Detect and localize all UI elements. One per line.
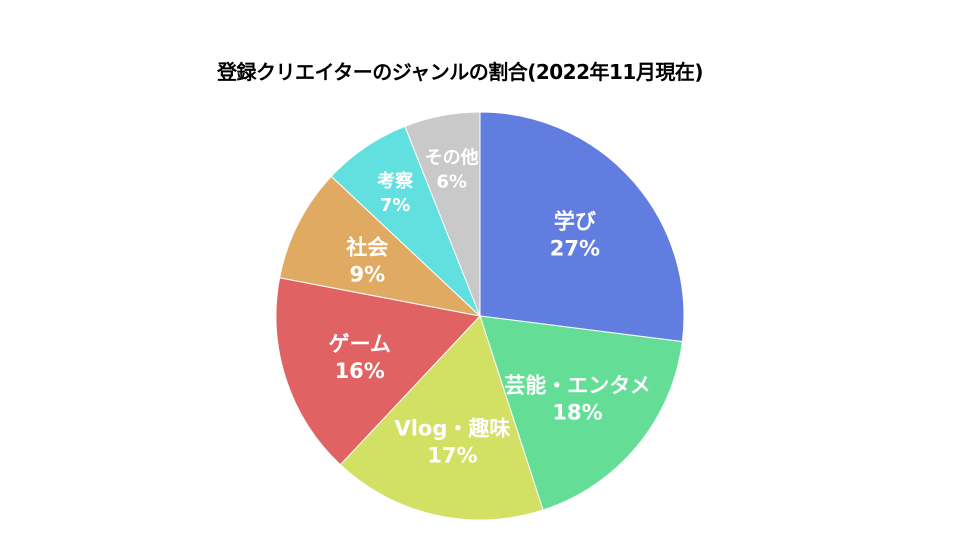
- slice-name-label: Vlog・趣味: [394, 416, 510, 440]
- pie-labels: 学び 27% 芸能・エンタメ 18% Vlog・趣味 17% ゲーム 16% 社会 9% 考察 7% そ…: [329, 147, 651, 468]
- slice-name-label: 芸能・エンタメ: [504, 374, 650, 398]
- slice-value-label: 27%: [550, 236, 600, 260]
- slice-name-label: 学び: [554, 209, 596, 233]
- pie-slices: [275, 111, 685, 521]
- pie-slice-4: [279, 175, 482, 317]
- slice-name-label: 社会: [345, 236, 388, 260]
- pie-slice-1: [479, 315, 683, 511]
- slice-name-label: その他: [425, 147, 479, 169]
- chart-title: 登録クリエイターのジャンルの割合(2022年11月現在): [217, 60, 703, 84]
- slice-name-label: ゲーム: [329, 332, 391, 356]
- slice-value-label: 16%: [335, 359, 385, 383]
- slice-value-label: 18%: [552, 401, 602, 425]
- slice-value-label: 7%: [380, 195, 411, 216]
- slice-value-label: 9%: [349, 263, 385, 287]
- slice-value-label: 6%: [436, 172, 467, 193]
- pie-slice-2: [339, 315, 544, 521]
- slice-value-label: 17%: [427, 443, 477, 467]
- slice-name-label: 考察: [377, 170, 414, 192]
- pie-slice-0: [479, 111, 685, 343]
- pie-slice-6: [404, 111, 481, 317]
- pie-slice-3: [275, 277, 481, 466]
